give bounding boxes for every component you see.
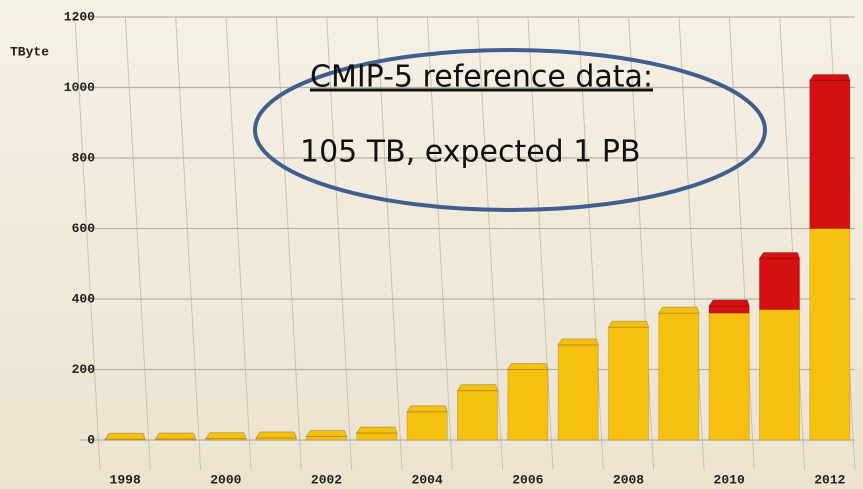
bar: [708, 305, 750, 314]
bar-cap: [708, 299, 750, 307]
bar: [456, 390, 499, 441]
bar-cap: [154, 432, 197, 440]
bar-cap: [406, 405, 448, 413]
bar-cap: [758, 251, 801, 259]
v-grid-line: [577, 16, 604, 471]
y-tick-label: 200: [72, 362, 96, 377]
v-grid-line: [628, 16, 655, 471]
v-grid-line: [426, 16, 453, 471]
bars: [104, 73, 851, 441]
bar: [607, 326, 650, 441]
annotation: CMIP-5 reference data:: [310, 60, 653, 95]
y-axis-label: TByte: [10, 44, 49, 59]
x-tick-label: 2012: [814, 472, 845, 487]
bar-cap: [657, 306, 700, 314]
y-tick-label: 800: [72, 150, 96, 165]
x-tick-label: 2006: [512, 472, 543, 487]
bar: [809, 228, 851, 441]
annotation-ellipse: [253, 48, 767, 212]
y-tick-label: 400: [72, 291, 96, 306]
v-grid-line: [275, 16, 302, 471]
y-tick-label: 1200: [64, 9, 95, 24]
y-tick-label: 1000: [64, 80, 95, 95]
bar: [305, 435, 348, 441]
v-grid-line: [527, 16, 554, 471]
v-grid-line: [477, 16, 504, 471]
x-tick-label: 2004: [412, 472, 443, 487]
bar-cap: [557, 338, 599, 346]
grid: [74, 16, 856, 471]
bar-cap: [808, 73, 851, 81]
bar: [356, 432, 398, 441]
bar-cap: [355, 426, 398, 434]
y-tick-label: 600: [72, 221, 96, 236]
bar-cap: [506, 363, 549, 370]
v-grid-line: [376, 16, 403, 471]
v-grid-line: [74, 16, 101, 471]
annotation: 105 TB, expected 1 PB: [300, 135, 641, 170]
bar-cap: [456, 384, 499, 392]
bar: [507, 369, 549, 441]
x-tick-label: 2010: [714, 472, 745, 487]
v-grid-line: [225, 16, 252, 471]
v-grid-line: [678, 16, 705, 471]
v-grid-line: [779, 16, 806, 471]
bar: [809, 79, 851, 229]
bar-cap: [104, 432, 146, 440]
bar-cap: [255, 431, 297, 439]
bar: [708, 312, 750, 441]
bar-cap: [607, 320, 650, 328]
v-grid-line: [326, 16, 353, 471]
x-tick-label: 2000: [210, 472, 241, 487]
v-grid-line: [175, 16, 202, 471]
bar: [758, 257, 801, 311]
y-tick-label: 0: [87, 432, 95, 447]
bar: [557, 344, 599, 441]
x-tick-label: 2002: [311, 472, 342, 487]
bar: [658, 312, 700, 441]
bar: [406, 411, 448, 441]
x-tick-label: 2008: [613, 472, 644, 487]
bar-cap: [204, 432, 247, 440]
bar: [758, 309, 801, 441]
bar-cap: [305, 429, 348, 437]
v-grid-line: [124, 16, 151, 471]
x-tick-label: 1998: [110, 472, 141, 487]
